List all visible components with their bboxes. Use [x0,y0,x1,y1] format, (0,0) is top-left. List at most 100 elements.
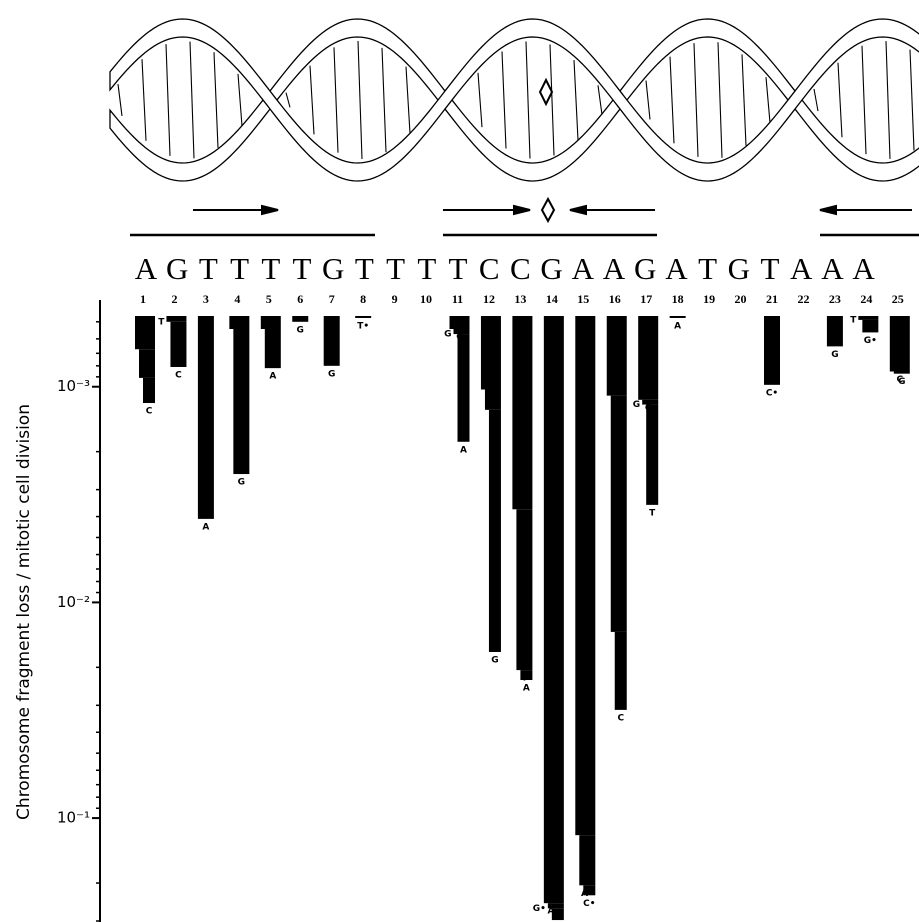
x-tick-label: 7 [329,292,335,306]
sequence-base: A [603,251,626,286]
bar-segment [646,404,659,505]
bar-segment [826,316,843,347]
x-tick-label: 21 [766,292,778,306]
segment-label: G [831,350,838,360]
bar-segment [638,316,659,400]
dna-helix [109,18,919,182]
bar-segment [260,316,281,330]
y-tick-label: 10⁻² [57,593,90,611]
x-tick-label: 25 [892,292,904,306]
x-tick-label: 2 [171,292,177,306]
helix-rung [645,80,651,120]
x-tick-label: 12 [483,292,495,306]
helix-strand [109,18,919,182]
helix-strand [109,18,919,182]
helix-rung [909,49,915,151]
bar-segment [488,409,501,653]
bar-segment [170,321,187,367]
arrows [130,196,919,237]
helix-rung [765,77,771,123]
x-tick-label: 20 [735,292,747,306]
bar-segment [520,670,533,681]
helix-rung [525,41,531,159]
sequence-base: T [199,251,218,286]
helix-rung [837,62,843,138]
sequence-base: C [510,251,531,286]
sequence-base: A [790,251,813,286]
bar-segment [453,329,470,335]
helix-rung [141,59,147,141]
segment-label: A [460,445,467,455]
bar-segment [642,399,659,405]
sequence-base: T [355,251,374,286]
arrow-head [513,204,531,216]
segment-label: G [297,325,304,335]
bar-segment [583,885,596,896]
segment-label: T [158,317,165,327]
segment-label: G• [533,904,546,914]
x-tick-label: 8 [360,292,366,306]
x-tick-label: 1 [140,292,146,306]
y-tick-label: 10⁻³ [57,377,90,395]
segment-label: C• [766,388,778,398]
bar-segment [139,349,155,378]
sequence-base: T [698,251,717,286]
x-tick-label: 15 [577,292,589,306]
sequence-base: C [479,251,500,286]
segment-label: A [674,321,681,331]
helix-rung [861,45,867,155]
helix-rung [213,52,219,148]
sequence-base: T [417,251,436,286]
helix-rung [117,84,123,116]
helix-rung [573,60,579,140]
helix-rung [717,42,723,158]
x-tick-label: 13 [514,292,526,306]
x-tick-label: 3 [203,292,209,306]
bar-segment [457,334,470,442]
bar-segment [484,389,501,410]
x-tick-label: 22 [797,292,809,306]
sequence-base: T [230,251,249,286]
segment-label: A [269,372,276,382]
sequence-base: T [261,251,280,286]
sequence-base: G [166,251,188,286]
helix-rung [885,41,891,159]
helix-rung [285,92,291,108]
bar-segment [547,903,564,909]
x-tick-label: 14 [546,292,558,306]
sequence-base: G [540,251,562,286]
segment-label: G [444,330,451,340]
y-axis-label: Chromosome fragment loss / mitotic cell … [14,404,34,820]
bar-segment [669,316,686,318]
x-tick-label: 6 [297,292,303,306]
segment-label: G [633,400,640,410]
bar-segment [606,316,627,396]
bar-segment [893,371,910,374]
bar-segment [764,316,780,385]
helix-rung [669,56,675,144]
bar-segment [889,316,910,372]
bar-segment [610,395,627,632]
helix-rung [477,72,483,128]
x-tick-label: 19 [703,292,715,306]
helix-rung [405,66,411,134]
arrow-head [819,204,837,216]
bar-segment [233,329,250,475]
bar-segment [264,329,281,369]
x-tick-label: 10 [420,292,432,306]
bar-segment [355,316,372,318]
segment-label: T [649,508,656,518]
bar-segment [197,316,214,519]
segment-label: G [238,478,245,488]
segment-label: G [491,656,498,666]
bar-segment [512,316,533,510]
segment-label: C [617,713,624,723]
segment-label: T• [552,912,564,922]
sequence-base: T [386,251,405,286]
sequence-base: T [449,251,468,286]
helix-rung [549,44,555,156]
x-tick-label: 4 [234,292,240,306]
arrow-head [569,204,587,216]
bar-segment [143,377,155,404]
segment-label: T• [357,321,369,331]
